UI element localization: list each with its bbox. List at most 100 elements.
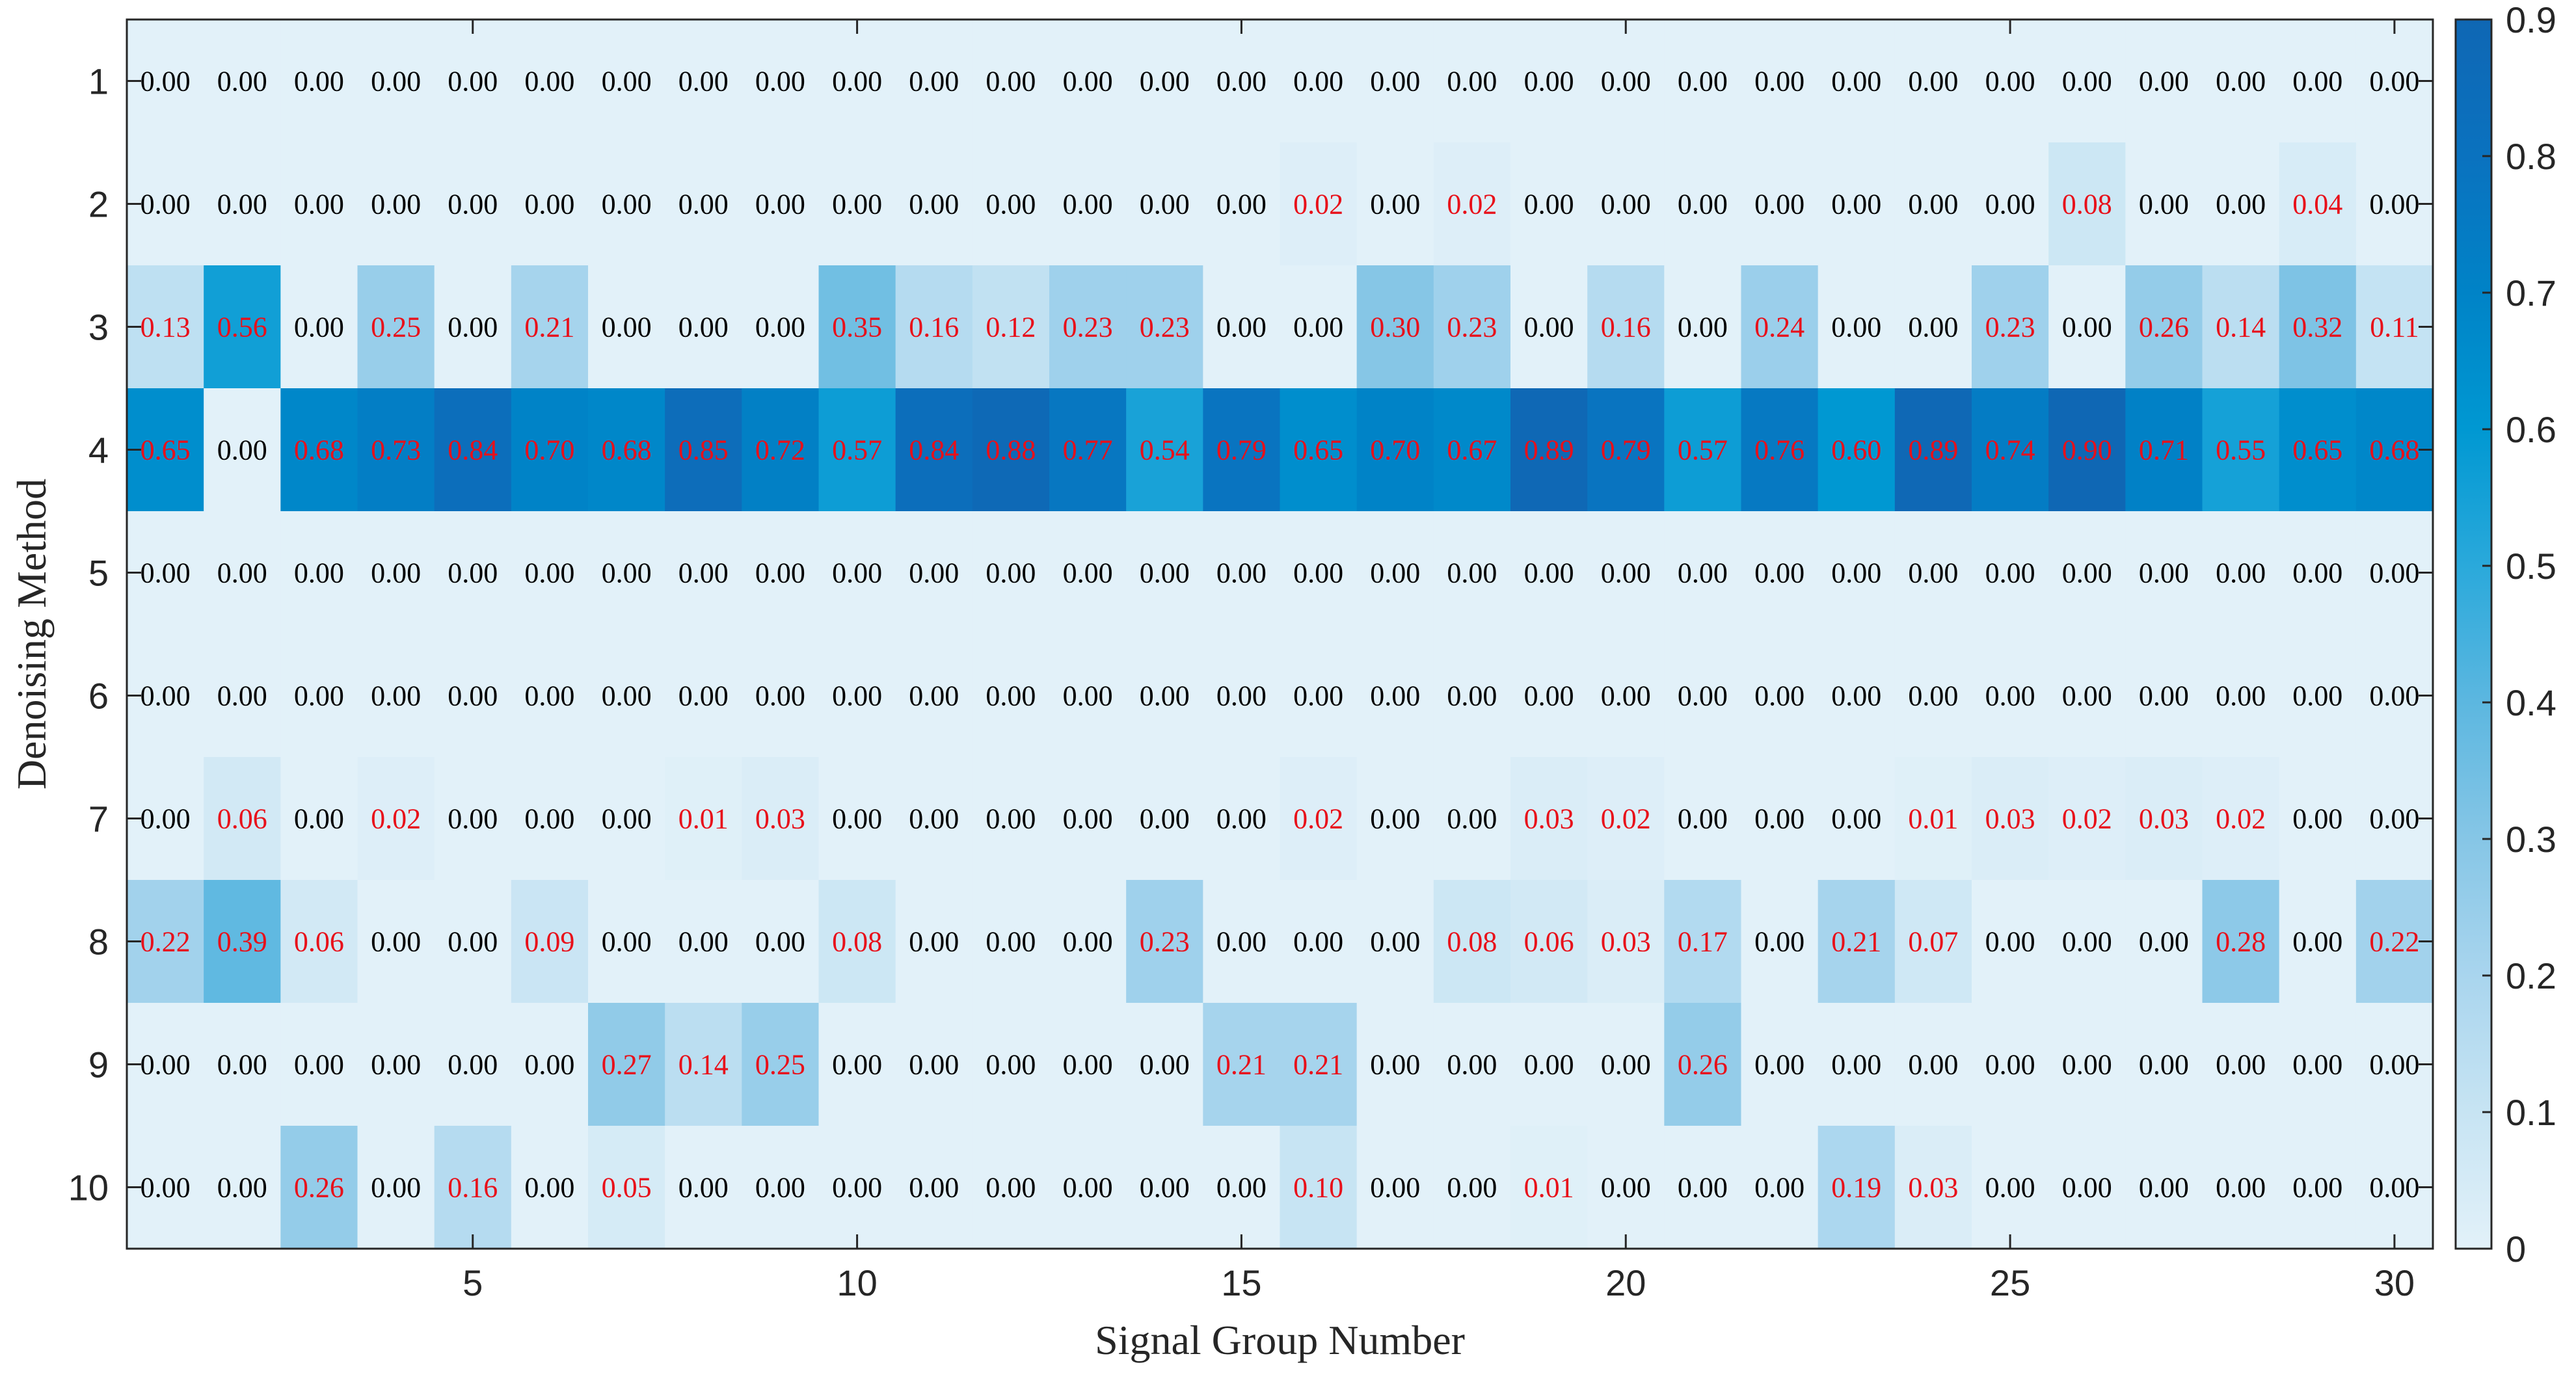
heatmap-cell <box>1510 388 1588 512</box>
heatmap-cell <box>1433 142 1511 266</box>
cell-value-label: 0.00 <box>2292 1049 2342 1081</box>
heatmap-cell <box>1818 142 1896 266</box>
cell-value-label: 0.32 <box>2292 312 2342 343</box>
heatmap-cell <box>1433 511 1511 635</box>
cell-value-label: 0.00 <box>294 1049 344 1081</box>
heatmap-cell <box>1280 142 1358 266</box>
heatmap-cell <box>434 880 512 1003</box>
cell-value-label: 0.00 <box>1754 1049 1805 1081</box>
heatmap-cell <box>665 880 742 1003</box>
heatmap-cell <box>1126 880 1203 1003</box>
heatmap-cell <box>895 388 973 512</box>
heatmap-cell <box>1664 511 1742 635</box>
cell-value-label: 0.00 <box>678 557 729 589</box>
cell-value-label: 0.00 <box>1678 680 1728 712</box>
y-tick-label: 5 <box>88 553 109 594</box>
cell-value-label: 0.00 <box>217 434 267 466</box>
heatmap-cell <box>1664 1126 1742 1249</box>
heatmap-cell <box>204 142 281 266</box>
cell-value-label: 0.02 <box>1447 189 1497 220</box>
heatmap-cell <box>1280 388 1358 512</box>
cell-value-label: 0.00 <box>2369 1172 2419 1204</box>
cell-value-label: 0.00 <box>217 1049 267 1081</box>
heatmap-cell <box>1433 1126 1511 1249</box>
cell-value-label: 0.00 <box>141 557 191 589</box>
heatmap-cell <box>1894 265 1972 389</box>
cell-value-label: 0.84 <box>909 434 959 466</box>
cell-value-label: 0.00 <box>448 557 498 589</box>
heatmap-cell <box>818 1126 896 1249</box>
cell-value-label: 0.09 <box>524 926 574 958</box>
heatmap-cell <box>357 20 435 143</box>
cell-value-label: 0.00 <box>1063 803 1113 835</box>
heatmap-cell <box>2125 388 2203 512</box>
heatmap-cell <box>511 1126 589 1249</box>
cell-value-label: 0.00 <box>2369 557 2419 589</box>
cell-value-label: 0.90 <box>2062 434 2112 466</box>
cell-value-label: 0.00 <box>1601 557 1651 589</box>
heatmap-cell <box>818 265 896 389</box>
cell-value-label: 0.00 <box>1831 312 1881 343</box>
cell-value-label: 0.00 <box>1447 1049 1497 1081</box>
heatmap-cell <box>434 265 512 389</box>
cell-value-label: 0.00 <box>1908 680 1958 712</box>
heatmap-cell <box>2202 1126 2280 1249</box>
cell-value-label: 0.00 <box>2062 926 2112 958</box>
cell-value-label: 0.00 <box>1985 66 2035 98</box>
cell-value-label: 0.30 <box>1370 312 1420 343</box>
heatmap-cell <box>1280 880 1358 1003</box>
cell-value-label: 0.00 <box>1447 680 1497 712</box>
heatmap-cell <box>1203 265 1281 389</box>
cell-value-label: 0.00 <box>602 680 652 712</box>
heatmap-cell <box>1510 1126 1588 1249</box>
cell-value-label: 0.00 <box>448 312 498 343</box>
heatmap-cell <box>1049 1126 1127 1249</box>
y-tick-label: 10 <box>68 1167 109 1208</box>
cell-value-label: 0.00 <box>2062 1172 2112 1204</box>
cell-value-label: 0.00 <box>1678 803 1728 835</box>
cell-value-label: 0.22 <box>2369 926 2419 958</box>
heatmap-cell <box>1433 634 1511 758</box>
heatmap-cell <box>2125 265 2203 389</box>
cell-value-label: 0.00 <box>1370 680 1420 712</box>
heatmap-cell <box>1203 1126 1281 1249</box>
cell-value-label: 0.67 <box>1447 434 1497 466</box>
cell-value-label: 0.65 <box>1293 434 1343 466</box>
heatmap-cell <box>2048 142 2126 266</box>
cell-value-label: 0.00 <box>371 66 421 98</box>
cell-value-label: 0.89 <box>1908 434 1958 466</box>
heatmap-cell <box>2048 20 2126 143</box>
cell-value-label: 0.00 <box>755 926 805 958</box>
colorbar: 0 0.1 0.2 0.3 0.4 0.5 0.6 0.7 0.8 0.9 <box>2454 0 2556 1269</box>
heatmap-cell <box>818 388 896 512</box>
heatmap-cell <box>972 1126 1050 1249</box>
heatmap-cell <box>204 388 281 512</box>
heatmap-cell <box>1741 20 1819 143</box>
cell-value-label: 0.00 <box>294 189 344 220</box>
cell-value-label: 0.00 <box>524 557 574 589</box>
x-tick-label: 30 <box>2374 1262 2415 1303</box>
heatmap-cell <box>1356 388 1434 512</box>
cell-value-label: 0.73 <box>371 434 421 466</box>
cell-value-label: 0.00 <box>1524 66 1574 98</box>
cell-value-label: 0.72 <box>755 434 805 466</box>
cell-value-label: 0.00 <box>294 557 344 589</box>
cell-value-label: 0.00 <box>1524 189 1574 220</box>
heatmap-cell <box>1741 757 1819 881</box>
cell-value-label: 0.00 <box>524 680 574 712</box>
heatmap-cell <box>1203 1003 1281 1126</box>
cell-value-label: 0.00 <box>1216 1172 1267 1204</box>
colorbar-tick-label: 0.3 <box>2506 819 2556 860</box>
heatmap-cell <box>895 511 973 635</box>
heatmap-cell <box>204 1003 281 1126</box>
cell-value-label: 0.06 <box>1524 926 1574 958</box>
heatmap-cell <box>434 20 512 143</box>
cell-value-label: 0.03 <box>1601 926 1651 958</box>
heatmap-cell <box>895 1126 973 1249</box>
heatmap-cell <box>1126 142 1203 266</box>
heatmap-cells <box>127 20 2434 1249</box>
cell-value-label: 0.00 <box>1831 1049 1881 1081</box>
cell-value-label: 0.00 <box>2216 66 2266 98</box>
cell-value-label: 0.08 <box>1447 926 1497 958</box>
heatmap-cell <box>434 634 512 758</box>
